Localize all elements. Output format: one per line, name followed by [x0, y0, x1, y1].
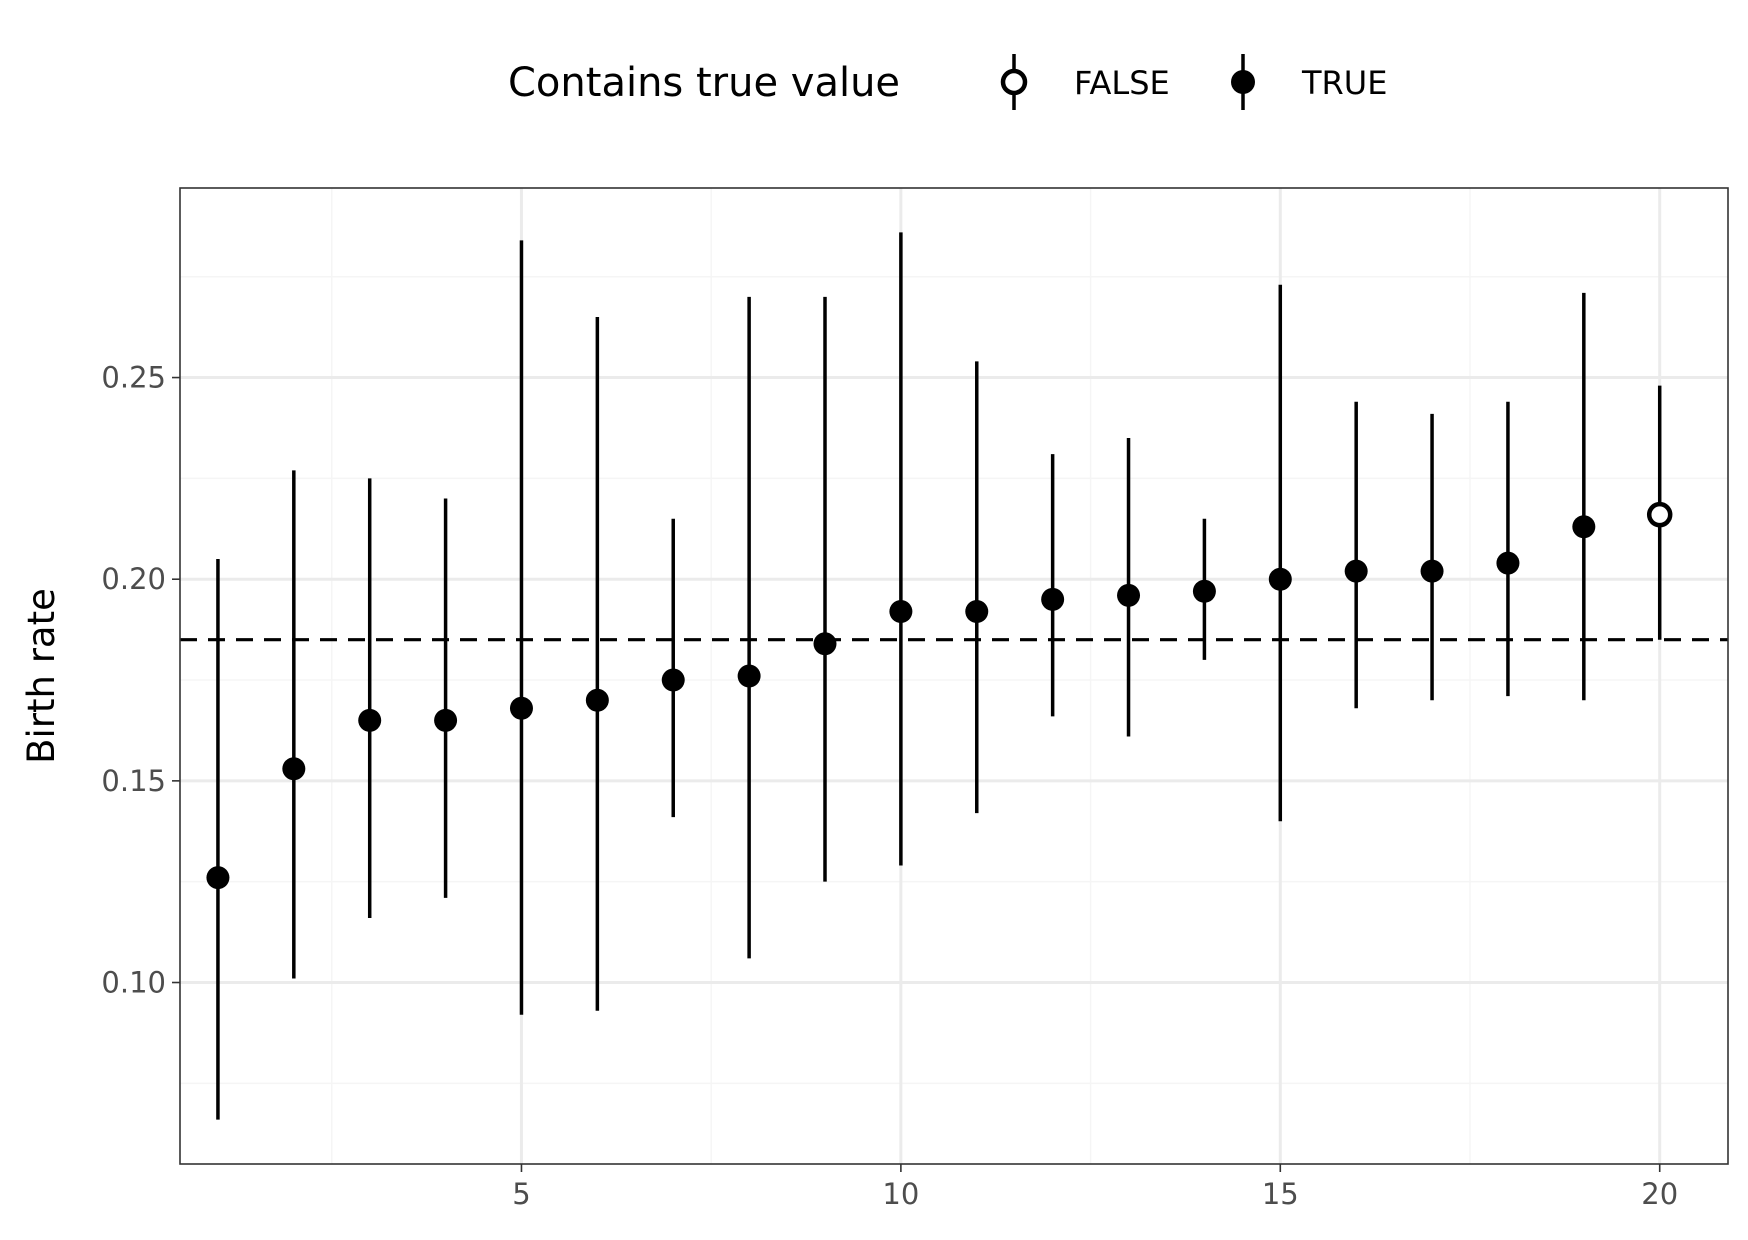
point-5	[509, 696, 533, 720]
x-tick-label-1: 10	[882, 1177, 919, 1211]
plot-panel	[179, 187, 1729, 1165]
grid-minor	[180, 188, 1728, 1164]
point-12	[1041, 587, 1065, 611]
x-tick-label-3: 20	[1641, 1177, 1678, 1211]
y-axis: 0.10 0.15 0.20 0.25	[101, 361, 180, 1000]
legend-key-false-marker	[1000, 68, 1028, 96]
legend-title: Contains true value	[508, 60, 900, 106]
legend-entry-true: TRUE	[1231, 54, 1387, 110]
point-20	[1646, 501, 1673, 528]
point-6	[585, 688, 609, 712]
y-tick-label-0: 0.10	[101, 966, 166, 1000]
point-17	[1420, 559, 1444, 583]
point-2	[282, 757, 306, 781]
y-tick-label-1: 0.15	[101, 764, 166, 798]
point-10	[889, 599, 913, 623]
point-1	[206, 866, 230, 890]
y-axis-title: Birth rate	[20, 588, 63, 764]
panel-background	[180, 188, 1728, 1164]
point-4	[434, 708, 458, 732]
x-tick-label-2: 15	[1262, 1177, 1299, 1211]
legend-label-true: TRUE	[1301, 64, 1387, 102]
legend: Contains true value FALSE TRUE	[508, 54, 1387, 110]
panel-border	[179, 187, 1729, 1165]
point-11	[965, 599, 989, 623]
point-19	[1572, 515, 1596, 539]
error-bars	[216, 232, 1662, 1120]
point-8	[737, 664, 761, 688]
legend-label-false: FALSE	[1074, 64, 1170, 102]
x-tick-label-0: 5	[512, 1177, 530, 1211]
point-16	[1344, 559, 1368, 583]
point-15	[1268, 567, 1292, 591]
x-axis: 5 10 15 20	[512, 1164, 1678, 1211]
point-13	[1117, 583, 1141, 607]
point-14	[1192, 579, 1216, 603]
point-9	[813, 632, 837, 656]
legend-key-true-marker	[1231, 70, 1255, 94]
point-7	[661, 668, 685, 692]
points	[206, 501, 1673, 890]
point-18	[1496, 551, 1520, 575]
legend-entry-false: FALSE	[1000, 54, 1170, 110]
point-3	[358, 708, 382, 732]
y-tick-label-2: 0.20	[101, 562, 166, 596]
y-tick-label-3: 0.25	[101, 361, 166, 395]
